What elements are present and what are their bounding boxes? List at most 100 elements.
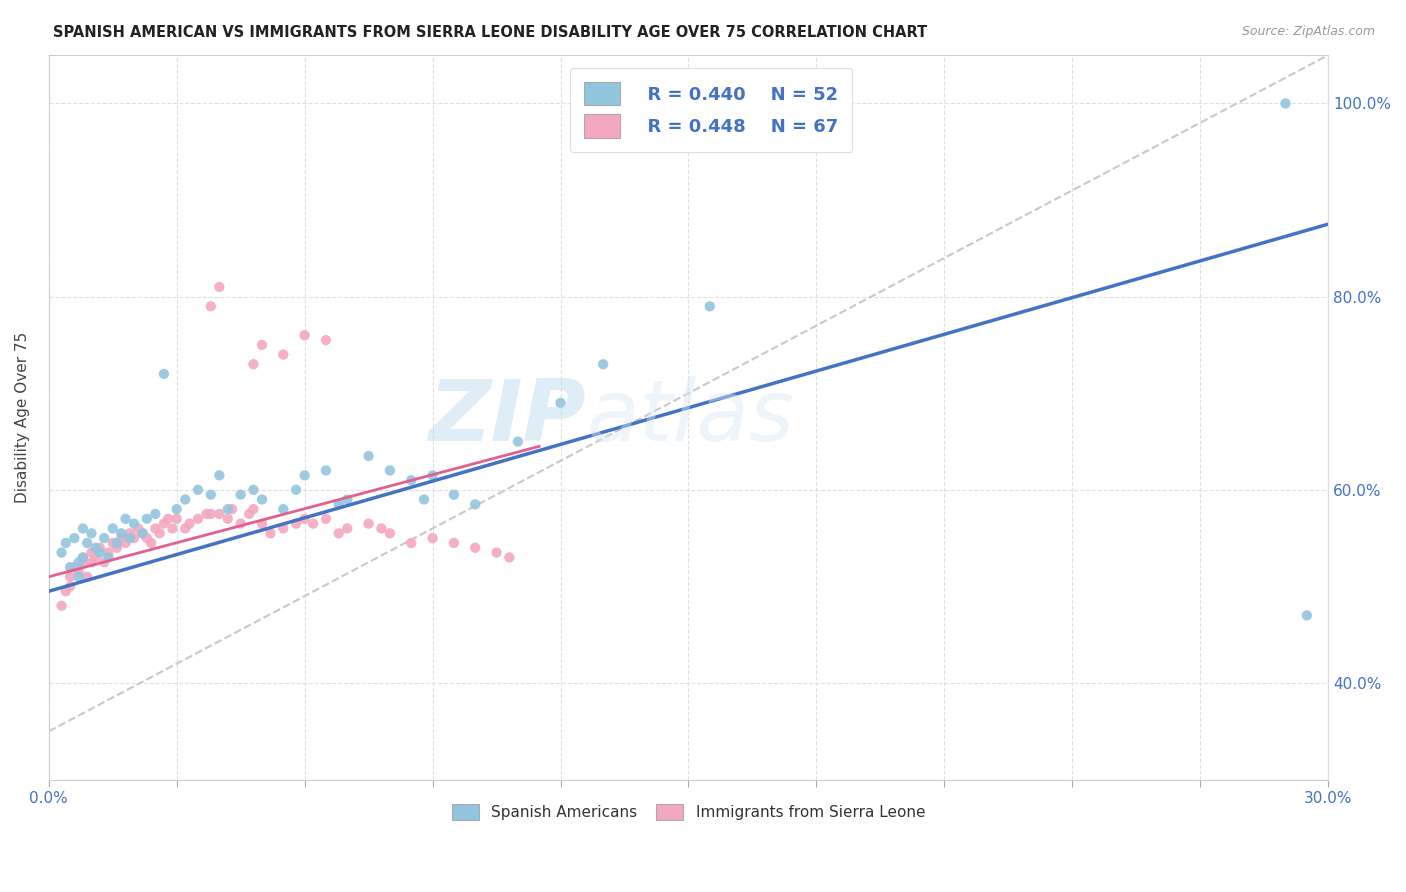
Point — [72, 521, 94, 535]
Point — [399, 536, 422, 550]
Point — [63, 560, 86, 574]
Point — [135, 531, 157, 545]
Point — [336, 492, 359, 507]
Point — [157, 512, 180, 526]
Point — [221, 502, 243, 516]
Point — [76, 536, 98, 550]
Point — [422, 531, 444, 545]
Point — [250, 338, 273, 352]
Point — [550, 396, 572, 410]
Point — [89, 541, 111, 555]
Point — [195, 507, 218, 521]
Point — [315, 333, 337, 347]
Point — [357, 449, 380, 463]
Point — [101, 536, 124, 550]
Point — [217, 512, 239, 526]
Point — [131, 526, 153, 541]
Point — [122, 531, 145, 545]
Point — [76, 570, 98, 584]
Point — [122, 516, 145, 531]
Point — [285, 516, 308, 531]
Point — [67, 570, 90, 584]
Point — [1274, 96, 1296, 111]
Point — [336, 521, 359, 535]
Point — [166, 512, 188, 526]
Point — [153, 516, 176, 531]
Text: atlas: atlas — [586, 376, 794, 458]
Point — [238, 507, 260, 521]
Point — [135, 512, 157, 526]
Y-axis label: Disability Age Over 75: Disability Age Over 75 — [15, 332, 30, 503]
Point — [93, 531, 115, 545]
Point — [485, 546, 508, 560]
Point — [105, 536, 128, 550]
Point — [328, 526, 350, 541]
Point — [259, 526, 281, 541]
Point — [315, 463, 337, 477]
Point — [114, 536, 136, 550]
Point — [67, 555, 90, 569]
Point — [200, 488, 222, 502]
Point — [131, 526, 153, 541]
Legend: Spanish Americans, Immigrants from Sierra Leone: Spanish Americans, Immigrants from Sierr… — [446, 798, 931, 826]
Point — [110, 526, 132, 541]
Point — [217, 502, 239, 516]
Point — [464, 497, 486, 511]
Point — [80, 526, 103, 541]
Point — [294, 328, 316, 343]
Point — [187, 483, 209, 497]
Text: Source: ZipAtlas.com: Source: ZipAtlas.com — [1241, 25, 1375, 38]
Point — [285, 483, 308, 497]
Point — [498, 550, 520, 565]
Point — [114, 512, 136, 526]
Point — [174, 521, 197, 535]
Point — [208, 280, 231, 294]
Point — [187, 512, 209, 526]
Point — [1295, 608, 1317, 623]
Point — [72, 550, 94, 565]
Point — [271, 348, 294, 362]
Point — [105, 541, 128, 555]
Point — [139, 536, 162, 550]
Point — [80, 555, 103, 569]
Point — [399, 473, 422, 487]
Point — [110, 531, 132, 545]
Point — [208, 507, 231, 521]
Point — [443, 488, 465, 502]
Point — [55, 584, 77, 599]
Point — [72, 550, 94, 565]
Point — [166, 502, 188, 516]
Point — [51, 599, 73, 613]
Point — [55, 536, 77, 550]
Point — [51, 546, 73, 560]
Point — [59, 579, 82, 593]
Point — [179, 516, 201, 531]
Point — [67, 565, 90, 579]
Text: ZIP: ZIP — [429, 376, 586, 458]
Point — [229, 516, 252, 531]
Point — [294, 512, 316, 526]
Point — [101, 521, 124, 535]
Point — [145, 521, 167, 535]
Point — [443, 536, 465, 550]
Point — [413, 492, 436, 507]
Point — [153, 367, 176, 381]
Point — [315, 512, 337, 526]
Point — [80, 546, 103, 560]
Point — [294, 468, 316, 483]
Point — [149, 526, 172, 541]
Point — [592, 357, 614, 371]
Point — [370, 521, 392, 535]
Point — [378, 463, 401, 477]
Point — [174, 492, 197, 507]
Text: SPANISH AMERICAN VS IMMIGRANTS FROM SIERRA LEONE DISABILITY AGE OVER 75 CORRELAT: SPANISH AMERICAN VS IMMIGRANTS FROM SIER… — [53, 25, 928, 40]
Point — [357, 516, 380, 531]
Point — [378, 526, 401, 541]
Point — [93, 555, 115, 569]
Point — [242, 483, 264, 497]
Point — [200, 507, 222, 521]
Point — [242, 357, 264, 371]
Point — [63, 531, 86, 545]
Point — [118, 526, 141, 541]
Point — [271, 502, 294, 516]
